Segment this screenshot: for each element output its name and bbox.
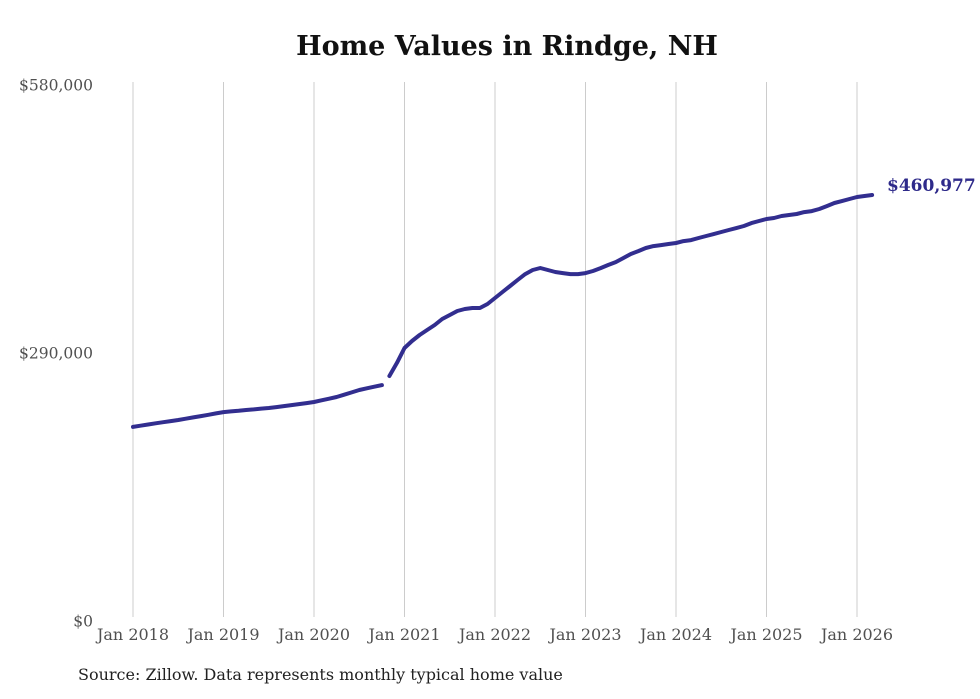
x-tick-label: Jan 2024 bbox=[638, 625, 712, 644]
x-tick-label: Jan 2026 bbox=[819, 625, 893, 644]
y-tick-label: $290,000 bbox=[19, 345, 93, 363]
x-tick-label: Jan 2018 bbox=[95, 625, 169, 644]
y-tick-label: $0 bbox=[73, 613, 93, 631]
x-tick-label: Jan 2021 bbox=[366, 625, 440, 644]
x-tick-label: Jan 2023 bbox=[547, 625, 621, 644]
x-tick-label: Jan 2025 bbox=[728, 625, 802, 644]
source-note: Source: Zillow. Data represents monthly … bbox=[78, 665, 563, 684]
final-value-annotation: $460,977 bbox=[887, 176, 976, 196]
chart-title: Home Values in Rindge, NH bbox=[296, 31, 718, 62]
x-tick-label: Jan 2022 bbox=[457, 625, 531, 644]
home-value-line bbox=[387, 193, 875, 378]
x-tick-label: Jan 2019 bbox=[185, 625, 259, 644]
x-tick-label: Jan 2020 bbox=[276, 625, 350, 644]
home-value-line bbox=[131, 383, 384, 429]
y-tick-label: $580,000 bbox=[19, 77, 93, 95]
